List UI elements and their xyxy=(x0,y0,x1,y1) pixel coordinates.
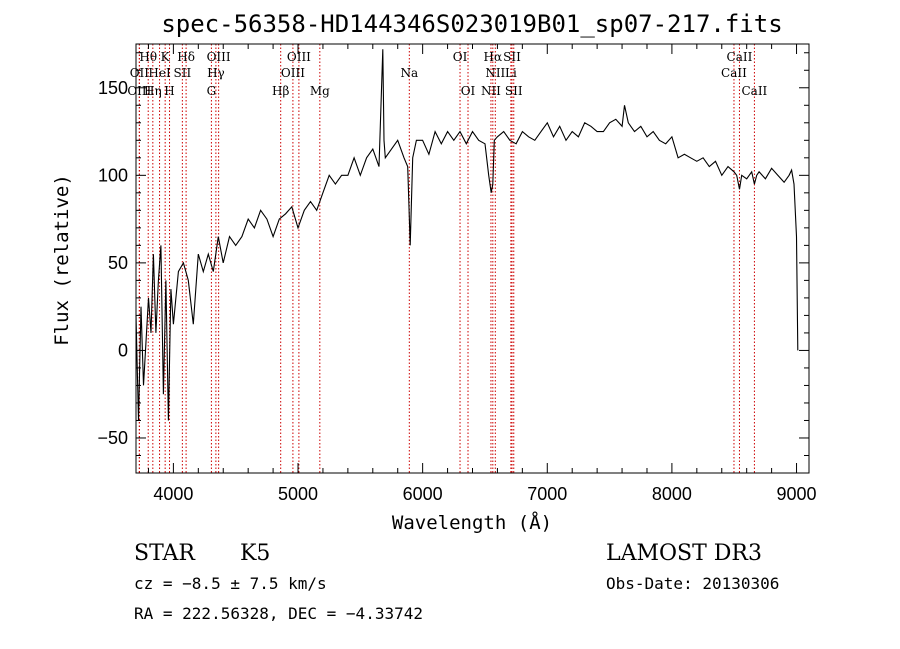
spectral-line-label: G xyxy=(207,84,217,98)
y-tick-label: 50 xyxy=(108,253,128,273)
spectral-line-label: Hδ xyxy=(177,50,195,64)
spectral-line-label: CaII xyxy=(727,50,753,64)
spectral-line-label: CaII xyxy=(721,66,747,80)
spectral-line-label: OIII xyxy=(207,50,231,64)
plot-frame xyxy=(135,43,810,474)
x-tick-label: 6000 xyxy=(403,484,443,504)
spectral-line-label: Mg xyxy=(310,84,330,98)
spectral-line-label: Hη xyxy=(144,84,162,98)
spectral-line-label: OII xyxy=(130,66,150,80)
spectral-line-label: H xyxy=(164,84,174,98)
spectral-line-label: OI xyxy=(461,84,476,98)
x-tick-label: 5000 xyxy=(278,484,318,504)
spectral-line-label: SII xyxy=(503,50,521,64)
coordinates: RA = 222.56328, DEC = −4.33742 xyxy=(134,604,423,623)
spectral-line-label: NII xyxy=(485,66,505,80)
spectral-line-label: OIII xyxy=(287,50,311,64)
chart-title: spec-56358-HD144346S023019B01_sp07-217.f… xyxy=(161,10,782,38)
spectral-line-label: Hβ xyxy=(272,84,289,98)
x-axis-ticks: 4000 5000 6000 7000 8000 9000 xyxy=(147,44,817,504)
y-axis-ticks: −50 0 50 100 150 xyxy=(97,52,809,456)
x-tick-label: 8000 xyxy=(652,484,692,504)
velocity-text: cz = −8.5 ± 7.5 km/s xyxy=(134,574,327,593)
y-tick-label: 0 xyxy=(118,340,128,360)
y-tick-label: 150 xyxy=(98,78,128,98)
spectral-line-label: Li xyxy=(505,66,517,80)
y-tick-label: −50 xyxy=(97,428,128,448)
x-axis-label: Wavelength (Å) xyxy=(392,511,552,534)
spectral-line-label: CaII xyxy=(741,84,767,98)
x-tick-label: 4000 xyxy=(153,484,193,504)
obs-date: Obs-Date: 20130306 xyxy=(606,574,779,593)
spectral-line-label: OI xyxy=(453,50,468,64)
spectral-line-label: K xyxy=(161,50,171,64)
survey-name: LAMOST DR3 xyxy=(606,541,762,566)
y-axis-label: Flux (relative) xyxy=(51,174,73,346)
object-subclass: K5 xyxy=(240,541,270,566)
spectral-line-label: Na xyxy=(400,66,418,80)
spectral-line-label: Hθ xyxy=(139,50,157,64)
spectral-line-markers xyxy=(138,44,755,473)
spectral-line-label: SII xyxy=(505,84,523,98)
x-tick-label: 9000 xyxy=(777,484,817,504)
spectral-line-label: Hγ xyxy=(207,66,225,80)
spectral-line-label: HeI xyxy=(148,66,171,80)
spectral-line-label: Hα xyxy=(484,50,503,64)
x-tick-label: 7000 xyxy=(527,484,567,504)
y-tick-label: 100 xyxy=(98,165,128,185)
spectrum-trace xyxy=(135,49,799,421)
object-class: STAR xyxy=(134,541,196,566)
spectral-line-label: OIII xyxy=(281,66,305,80)
spectral-line-label: NII xyxy=(481,84,501,98)
spectral-line-label: SII xyxy=(174,66,192,80)
